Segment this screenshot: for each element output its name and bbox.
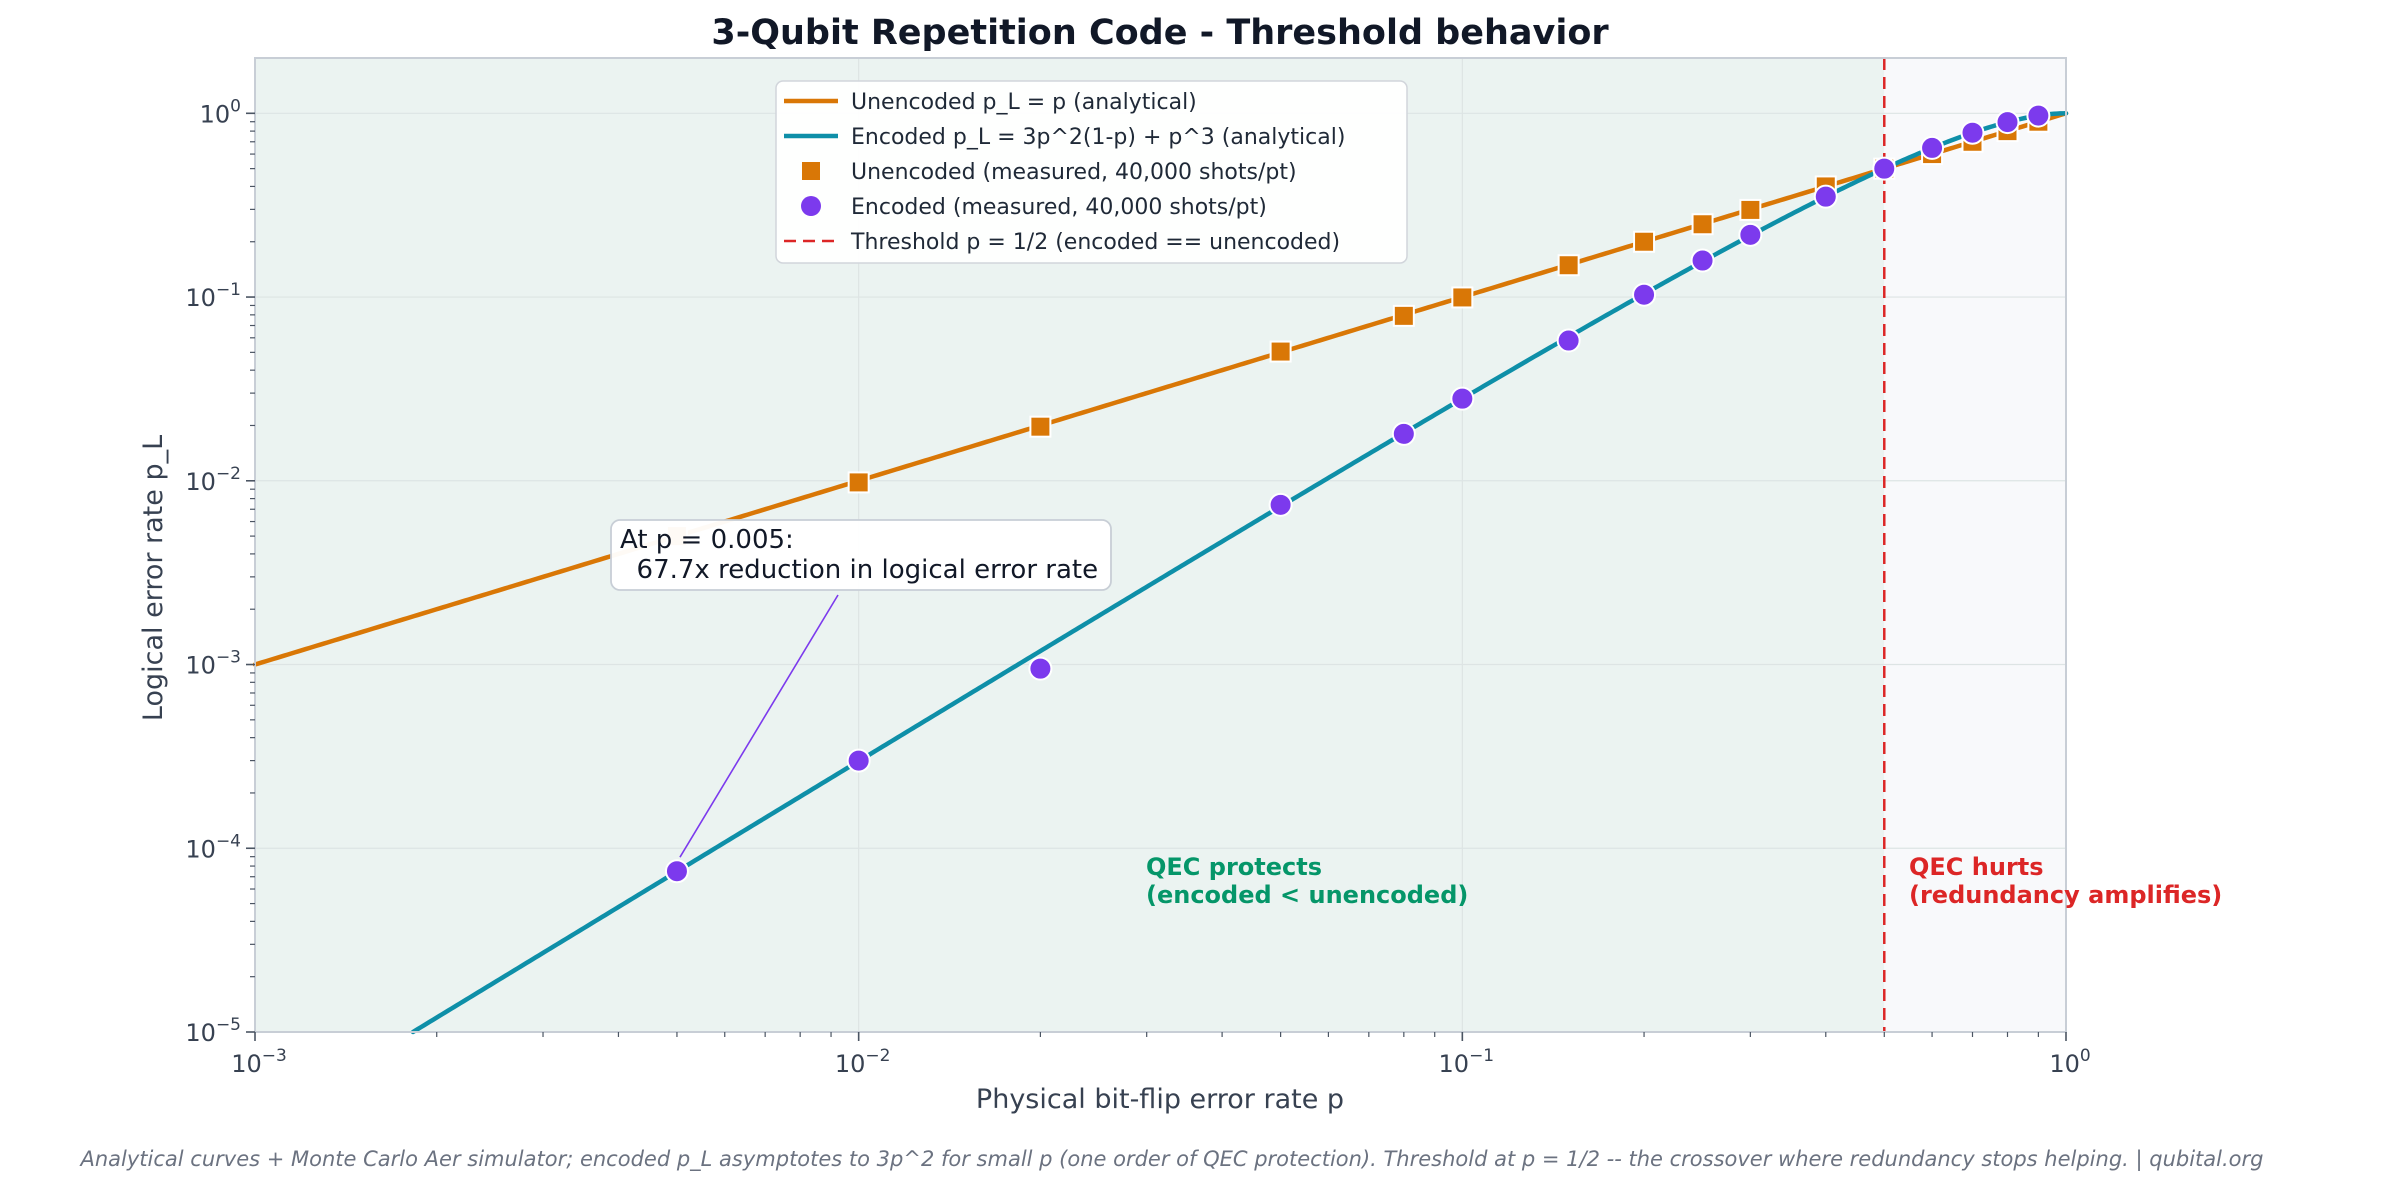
- plot-frame: [254, 57, 2067, 1033]
- legend-label: Unencoded p_L = p (analytical): [851, 90, 1197, 115]
- encoded-point: [1920, 135, 1945, 160]
- encoded-point: [1556, 328, 1581, 353]
- encoded-point: [1632, 282, 1657, 307]
- encoded-analytical-line: [410, 111, 2069, 1035]
- encoded-point: [1268, 492, 1293, 517]
- y-tick-label: 10−3: [185, 648, 241, 680]
- footer-caption: Analytical curves + Monte Carlo Aer simu…: [79, 1147, 2264, 1172]
- legend-label: Threshold p = 1/2 (encoded == unencoded): [850, 230, 1340, 255]
- x-tick-label: 100: [2049, 1046, 2090, 1078]
- legend-label: Unencoded (measured, 40,000 shots/pt): [851, 160, 1297, 185]
- encoded-point: [1960, 120, 1985, 145]
- y-axis-label: Logical error rate p_L: [138, 435, 169, 721]
- encoded-point: [1738, 222, 1763, 247]
- unencoded-point: [1739, 198, 1762, 221]
- unencoded-point: [1691, 213, 1714, 236]
- legend-item-unencoded-line: Unencoded p_L = p (analytical): [784, 90, 1197, 115]
- y-tick-label: 10−4: [185, 831, 241, 863]
- encoded-point: [2026, 103, 2051, 128]
- unencoded-point: [1557, 254, 1580, 277]
- annotation-callout: At p = 0.005: 67.7x reduction in logical…: [610, 519, 1112, 591]
- unencoded-point: [847, 471, 870, 494]
- encoded-point: [846, 748, 871, 773]
- unencoded-point: [1451, 286, 1474, 309]
- hurt-region-label: QEC hurts: [1909, 853, 2044, 881]
- legend-swatch: [801, 196, 821, 216]
- encoded-point: [664, 859, 689, 884]
- legend-label: Encoded (measured, 40,000 shots/pt): [851, 195, 1267, 220]
- legend-item-unencoded-points: Unencoded (measured, 40,000 shots/pt): [802, 160, 1297, 185]
- encoded-point: [1813, 184, 1838, 209]
- unencoded-point: [1633, 230, 1656, 253]
- x-axis-label: Physical bit-flip error rate p: [976, 1084, 1344, 1115]
- unencoded-point: [1392, 304, 1415, 327]
- encoded-point: [1690, 248, 1715, 273]
- protect-region-label: QEC protects: [1146, 853, 1322, 881]
- encoded-point: [1391, 421, 1416, 446]
- legend: Unencoded p_L = p (analytical) Encoded p_…: [775, 80, 1408, 264]
- hurt-region-background: [1884, 58, 2066, 1032]
- annotation-arrow: [679, 594, 839, 858]
- encoded-point: [1872, 156, 1897, 181]
- unencoded-analytical-line: [252, 111, 2069, 667]
- x-tick-label: 10−3: [231, 1046, 287, 1078]
- legend-swatch: [802, 162, 820, 180]
- annotation-line-1: At p = 0.005:: [620, 525, 794, 555]
- y-tick-label: 10−1: [185, 280, 241, 312]
- hurt-region-sublabel: (redundancy amplifies): [1909, 881, 2222, 909]
- encoded-point: [1450, 386, 1475, 411]
- protect-region-sublabel: (encoded < unencoded): [1146, 881, 1468, 909]
- legend-label: Encoded p_L = 3p^2(1-p) + p^3 (analytica…: [851, 125, 1345, 150]
- x-tick-label: 10−2: [835, 1046, 891, 1078]
- annotation-line-2: 67.7x reduction in logical error rate: [620, 555, 1098, 585]
- legend-box: [775, 80, 1408, 264]
- legend-item-threshold: Threshold p = 1/2 (encoded == unencoded): [784, 230, 1340, 255]
- legend-item-encoded-line: Encoded p_L = 3p^2(1-p) + p^3 (analytica…: [784, 125, 1345, 150]
- annotation-box: [610, 519, 1112, 591]
- axis-ticks: 10−3 10−2 10−1 100 10−5 10−4 10−3 10−2 10−1 100: [185, 96, 2090, 1078]
- encoded-point: [1028, 656, 1053, 681]
- y-tick-label: 100: [200, 96, 241, 128]
- encoded-measured-points: [664, 103, 2051, 884]
- x-tick-label: 10−1: [1439, 1046, 1495, 1078]
- y-tick-label: 10−2: [185, 464, 241, 496]
- unencoded-point: [1269, 340, 1292, 363]
- y-tick-label: 10−5: [185, 1015, 241, 1047]
- encoded-point: [1995, 110, 2020, 135]
- chart-title: 3-Qubit Repetition Code - Threshold beha…: [711, 13, 1609, 53]
- unencoded-point: [1029, 415, 1052, 438]
- legend-item-encoded-points: Encoded (measured, 40,000 shots/pt): [801, 195, 1267, 220]
